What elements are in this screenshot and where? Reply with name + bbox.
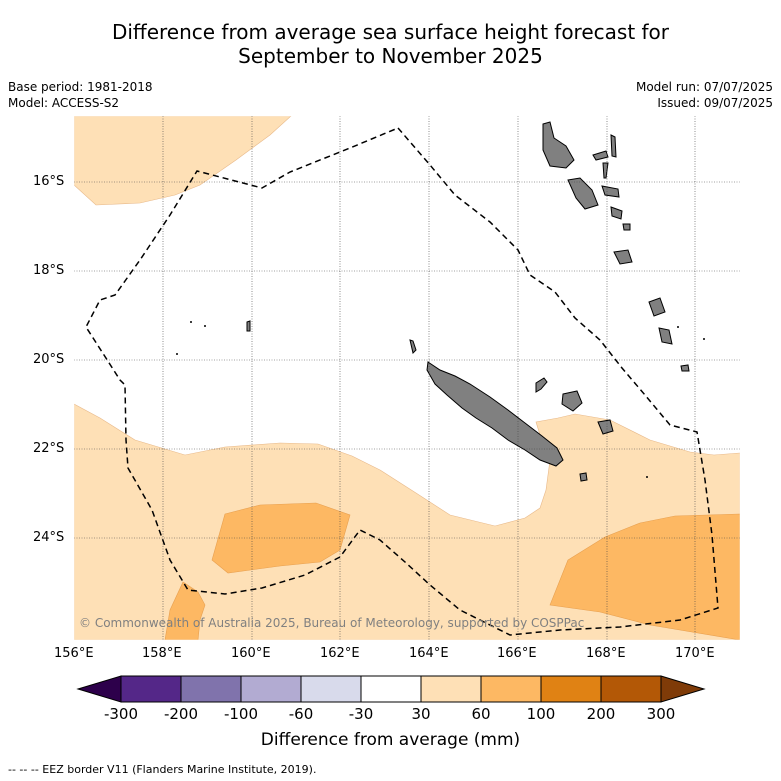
chesterfield-reef <box>246 320 251 332</box>
colorbar-segment <box>480 675 542 703</box>
loyalty-island-lifou <box>561 390 583 412</box>
map-title-line2: September to November 2025 <box>238 44 543 68</box>
gridlines <box>74 116 740 640</box>
model-name: Model: ACCESS-S2 <box>8 96 120 110</box>
lon-label: 156°E <box>54 646 94 661</box>
reef-dot <box>176 353 178 355</box>
vanuatu-maewo <box>610 134 617 158</box>
colorbar-tick: -300 <box>103 705 139 723</box>
belep-islands <box>409 339 417 354</box>
lon-label: 158°E <box>142 646 182 661</box>
colorbar-tick: -100 <box>223 705 259 723</box>
colorbar-tick: 100 <box>526 705 556 723</box>
eez-border <box>85 127 719 636</box>
vanuatu-epi <box>610 206 623 220</box>
vanuatu-shepherd-islands <box>622 223 631 231</box>
lat-label: 18°S <box>33 263 65 278</box>
model-run: Model run: 07/07/2025 <box>635 80 773 94</box>
colorbar-title: Difference from average (mm) <box>260 730 521 750</box>
lat-label: 16°S <box>33 174 65 189</box>
anomaly-60-100-west <box>164 581 206 640</box>
colorbar-tick: 30 <box>411 705 431 723</box>
anomaly-30-60-north <box>74 116 292 206</box>
new-caledonia-land <box>426 361 564 467</box>
colorbar-tick: -60 <box>288 705 314 723</box>
lon-label: 168°E <box>586 646 626 661</box>
base-period: Base period: 1981-2018 <box>8 80 153 94</box>
colorbar-tick: 300 <box>646 705 676 723</box>
vanuatu-espiritu-santo <box>542 121 575 169</box>
lon-label: 162°E <box>320 646 360 661</box>
colorbar-tick: 200 <box>586 705 616 723</box>
reef-dot <box>703 338 705 340</box>
map-title-line1: Difference from average sea surface heig… <box>111 20 670 44</box>
colorbar-segment <box>420 675 482 703</box>
reef-dot <box>190 321 192 323</box>
colorbar-segment <box>300 675 362 703</box>
lon-label: 164°E <box>409 646 449 661</box>
vanuatu-malakula <box>567 177 599 210</box>
colorbar-segment <box>240 675 302 703</box>
loyalty-island-mare <box>597 419 614 435</box>
colorbar-extend-high <box>660 675 706 703</box>
vanuatu-ambae <box>592 150 609 161</box>
map-frame <box>73 115 741 641</box>
colorbar-tick: 60 <box>471 705 491 723</box>
colorbar-segment <box>600 675 662 703</box>
lat-label: 22°S <box>33 441 65 456</box>
vanuatu-aneityum <box>680 364 690 372</box>
issued-date: Issued: 09/07/2025 <box>657 96 773 110</box>
colorbar-segment <box>180 675 242 703</box>
vanuatu-erromango <box>648 297 666 317</box>
reef-dot <box>646 476 648 478</box>
vanuatu-ambrym <box>601 185 620 198</box>
reef-dot <box>204 325 206 327</box>
lon-label: 166°E <box>497 646 537 661</box>
colorbar-segment <box>540 675 602 703</box>
vanuatu-efate <box>613 249 633 265</box>
lon-label: 170°E <box>675 646 715 661</box>
reef-dot <box>677 326 679 328</box>
loyalty-island-ouvea <box>535 377 548 393</box>
colorbar-tick: -200 <box>163 705 199 723</box>
eez-legend: -- -- -- EEZ border V11 (Flanders Marine… <box>8 763 317 776</box>
lat-label: 24°S <box>33 530 65 545</box>
copyright-text: © Commonwealth of Australia 2025, Bureau… <box>79 616 584 630</box>
colorbar-segment <box>360 675 422 703</box>
lat-label: 20°S <box>33 352 65 367</box>
anomaly-60-100-central <box>211 502 351 574</box>
anomaly-60-100-east <box>549 513 740 640</box>
colorbar-segment <box>120 675 182 703</box>
vanuatu-tanna <box>658 327 673 345</box>
colorbar-tick: -30 <box>348 705 374 723</box>
colorbar-extend-low <box>76 675 122 703</box>
isle-of-pines <box>579 472 588 482</box>
lon-label: 160°E <box>231 646 271 661</box>
colorbar <box>76 675 706 703</box>
